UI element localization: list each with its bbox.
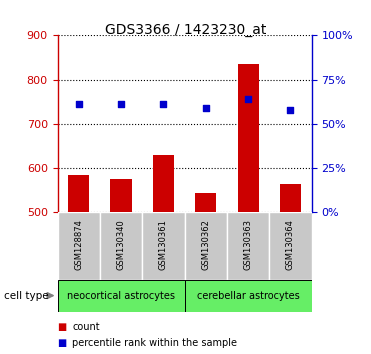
Bar — [280, 184, 301, 212]
Bar — [195, 193, 216, 212]
FancyBboxPatch shape — [58, 212, 100, 280]
Point — [203, 105, 209, 111]
Text: count: count — [72, 322, 100, 332]
Text: ■: ■ — [58, 322, 67, 332]
Text: GSM128874: GSM128874 — [74, 219, 83, 270]
Text: GSM130362: GSM130362 — [201, 219, 210, 270]
Bar — [237, 64, 259, 212]
Point — [245, 96, 251, 102]
FancyBboxPatch shape — [58, 280, 185, 312]
FancyBboxPatch shape — [185, 280, 312, 312]
FancyBboxPatch shape — [185, 212, 227, 280]
Point — [118, 102, 124, 107]
Bar — [68, 175, 89, 212]
Text: cell type: cell type — [4, 291, 48, 301]
Text: GSM130361: GSM130361 — [159, 219, 168, 270]
FancyBboxPatch shape — [142, 212, 185, 280]
Point — [160, 102, 166, 107]
Text: ■: ■ — [58, 338, 67, 348]
Text: neocortical astrocytes: neocortical astrocytes — [67, 291, 175, 301]
FancyBboxPatch shape — [100, 212, 142, 280]
Text: GSM130340: GSM130340 — [116, 219, 125, 270]
Bar — [111, 179, 132, 212]
Text: GDS3366 / 1423230_at: GDS3366 / 1423230_at — [105, 23, 266, 37]
Text: GSM130363: GSM130363 — [244, 219, 253, 270]
FancyBboxPatch shape — [227, 212, 269, 280]
Point — [76, 102, 82, 107]
FancyBboxPatch shape — [269, 212, 312, 280]
Point — [288, 107, 293, 113]
Bar — [153, 155, 174, 212]
Text: cerebellar astrocytes: cerebellar astrocytes — [197, 291, 299, 301]
Text: percentile rank within the sample: percentile rank within the sample — [72, 338, 237, 348]
Text: GSM130364: GSM130364 — [286, 219, 295, 270]
